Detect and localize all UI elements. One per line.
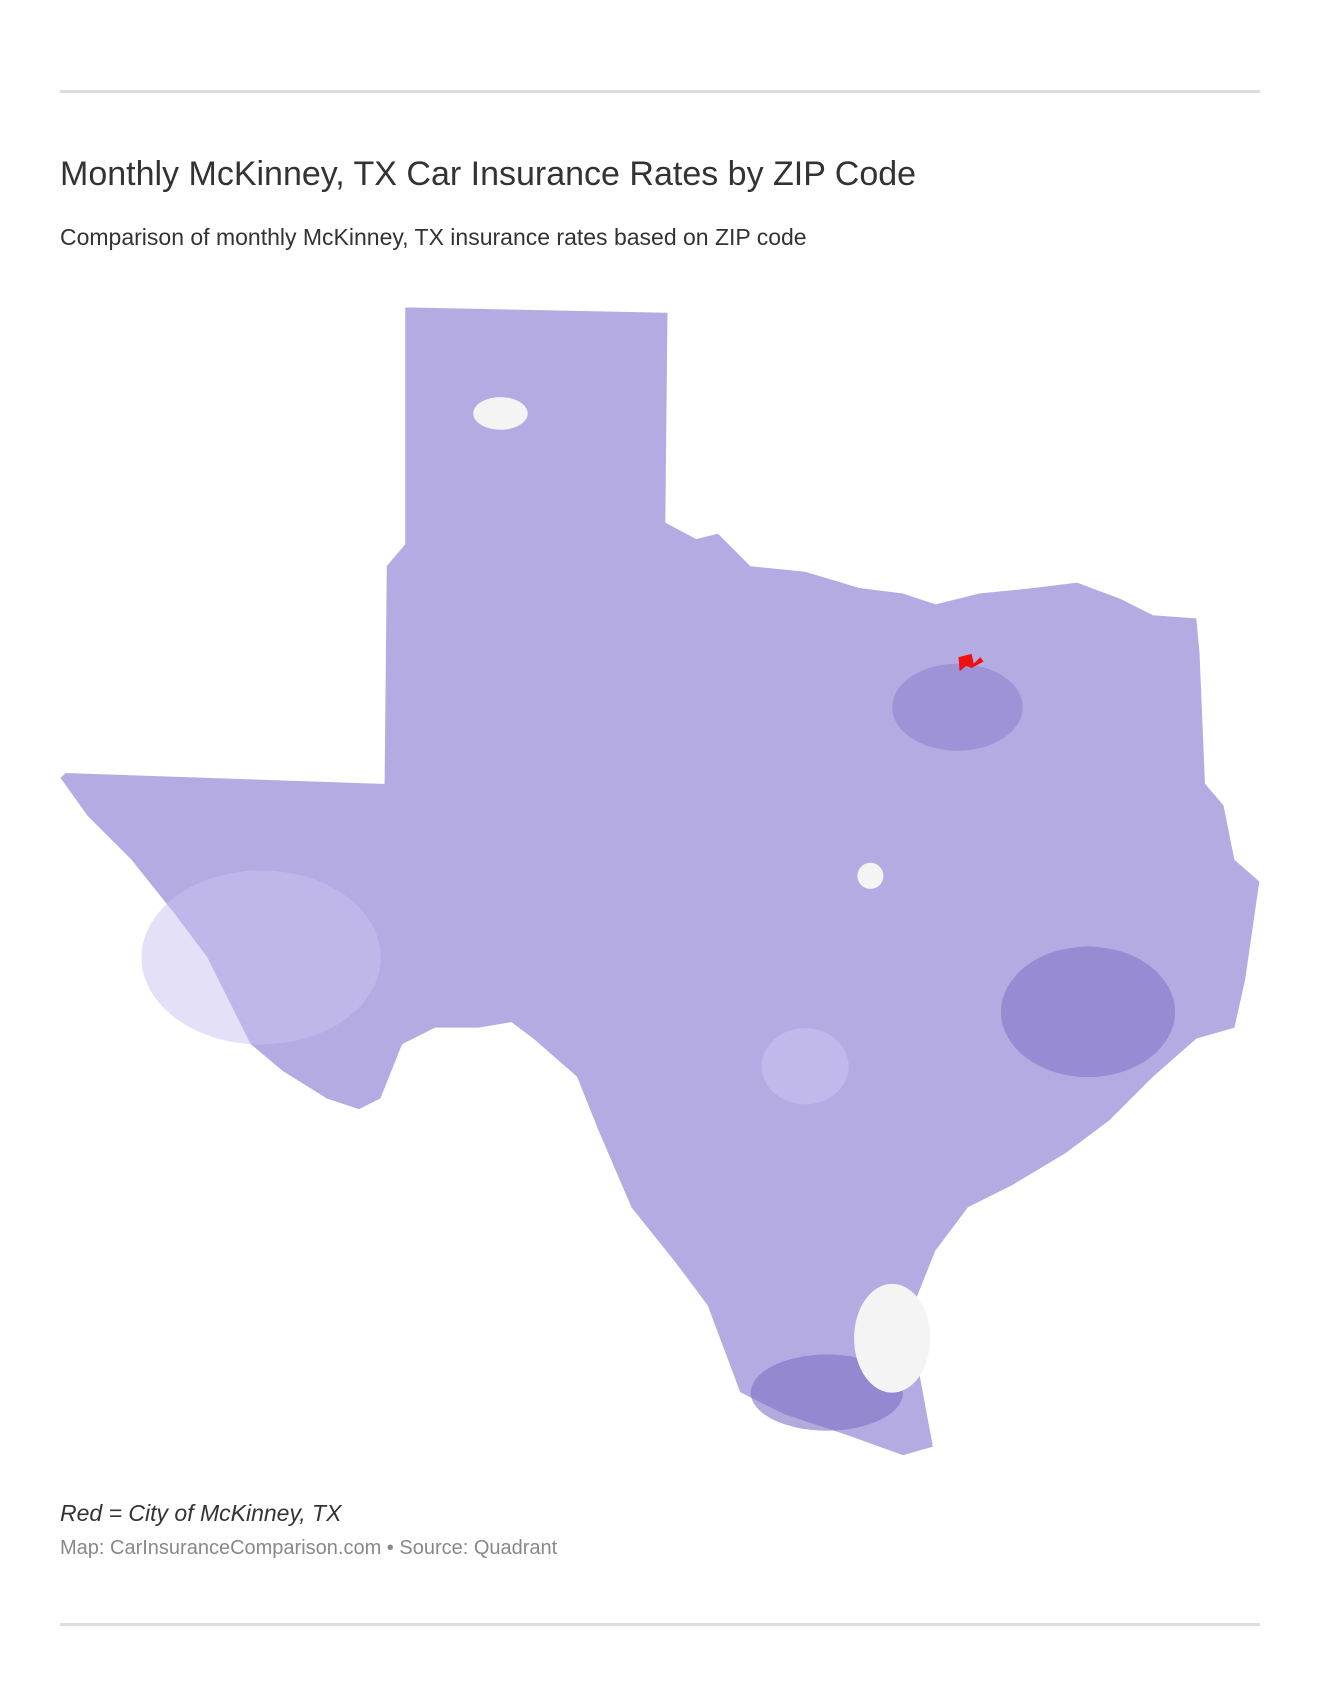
west-area — [141, 870, 381, 1045]
empty-area — [854, 1283, 931, 1393]
source: Map: CarInsuranceComparison.com • Source… — [60, 1537, 558, 1559]
empty-area — [473, 397, 528, 430]
note: Red = City of McKinney, TX — [60, 1500, 342, 1526]
mckinney — [958, 653, 984, 672]
bottom-rule — [60, 1623, 1260, 1626]
dallas-area — [892, 663, 1023, 751]
empty-area — [857, 862, 884, 889]
san-antonio-area — [761, 1028, 849, 1105]
top-rule — [60, 90, 1260, 93]
subtitle: Comparison of monthly McKinney, TX insur… — [60, 224, 807, 250]
title: Monthly McKinney, TX Car Insurance Rates… — [60, 155, 917, 193]
houston-area — [1000, 946, 1176, 1078]
